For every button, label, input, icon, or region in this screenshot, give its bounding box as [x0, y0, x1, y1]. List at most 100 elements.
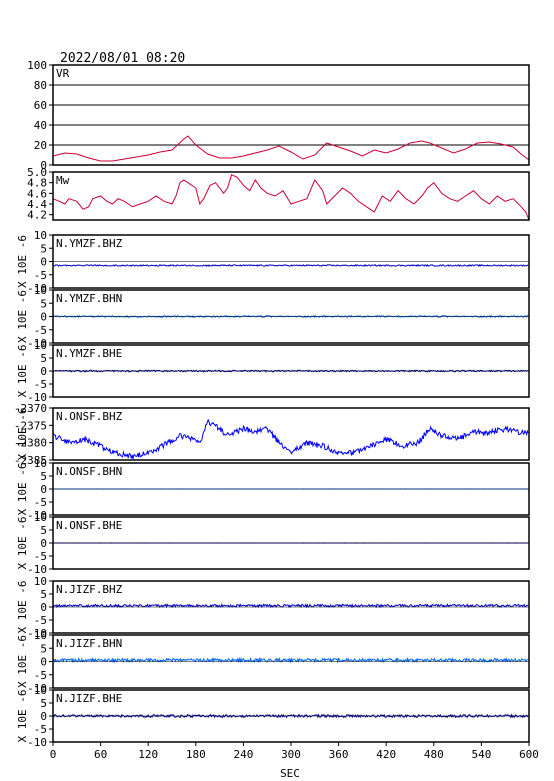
y-tick-label: 5 — [40, 642, 47, 655]
panel-label: N.YMZF.BHE — [56, 347, 122, 360]
y-tick-label: 5 — [40, 242, 47, 255]
panel-frame — [52, 462, 530, 516]
x-tick-label: 240 — [233, 748, 253, 761]
panel-frame — [52, 171, 530, 221]
units-label: X 10E -6 — [16, 290, 29, 343]
y-tick-label: 0 — [40, 710, 47, 723]
panel-label: N.ONSF.BHE — [56, 519, 122, 532]
y-tick-label: -2375 — [14, 419, 47, 432]
x-axis: 0 60 120 180 240 300 360 420 480 540 600 — [50, 742, 539, 761]
header-datetime: 2022/08/01 08:20 — [60, 51, 185, 66]
units-label: X 10E -6 — [16, 581, 29, 634]
y-tick-label: 0 — [40, 256, 47, 269]
y-tick-label: -2370 — [14, 402, 47, 415]
y-tick-label: 10 — [34, 339, 47, 352]
panel-frame — [52, 289, 530, 344]
units-label: X 10E -6 — [16, 345, 29, 398]
units-label: X 10E -6 — [16, 235, 29, 288]
y-tick-label: -2385 — [14, 454, 47, 467]
y-tick-label: 60 — [34, 99, 47, 112]
x-tick-label: 120 — [138, 748, 158, 761]
x-tick-label: 360 — [329, 748, 349, 761]
units-label: X 10E -6 — [16, 408, 29, 461]
trace-line — [52, 135, 530, 162]
panel-label: Mw — [56, 174, 70, 187]
y-tick-label: 5 — [40, 470, 47, 483]
y-tick-label: 0 — [40, 537, 47, 550]
y-tick-label: -10 — [27, 337, 47, 350]
y-tick-label: 4.8 — [27, 177, 47, 190]
y-tick-label: -5 — [34, 324, 47, 337]
panel-label: N.JIZF.BHN — [56, 637, 122, 650]
y-tick-label: 5 — [40, 352, 47, 365]
panel-frame — [52, 234, 530, 289]
panel-frame — [52, 344, 530, 398]
y-tick-label: -5 — [34, 723, 47, 736]
y-tick-label: 0 — [40, 601, 47, 614]
trace-line — [52, 418, 529, 460]
panel-frame — [52, 634, 530, 689]
y-tick-label: 10 — [34, 511, 47, 524]
x-tick-label: 480 — [424, 748, 444, 761]
x-tick-label: 0 — [50, 748, 57, 761]
x-tick-label: 180 — [186, 748, 206, 761]
y-tick-label: 100 — [27, 59, 47, 72]
y-tick-label: -5 — [34, 550, 47, 563]
panel-n-onsf-bhz: -2385 -2380 -2375 -2370 N.ONSF.BHZ X 10E -6 — [14, 402, 530, 467]
y-tick-label: -2380 — [14, 437, 47, 450]
y-tick-label: 5 — [40, 297, 47, 310]
y-tick-label: 10 — [34, 629, 47, 642]
panel-label: N.ONSF.BHZ — [56, 410, 123, 423]
y-tick-label: 4.6 — [27, 187, 47, 200]
x-tick-label: 600 — [519, 748, 539, 761]
panel-frame — [52, 64, 530, 166]
y-tick-label: 4.4 — [27, 198, 47, 211]
panel-frame — [52, 516, 530, 570]
y-tick-label: -10 — [27, 282, 47, 295]
y-tick-label: -10 — [27, 682, 47, 695]
panel-frame — [52, 580, 530, 634]
panel-label: N.YMZF.BHZ — [56, 237, 123, 250]
y-tick-label: -5 — [34, 378, 47, 391]
panel-frame — [52, 407, 530, 461]
y-tick-label: -10 — [27, 627, 47, 640]
x-tick-label: 540 — [471, 748, 491, 761]
trace-line — [52, 603, 529, 609]
panel-label: N.JIZF.BHE — [56, 692, 122, 705]
x-tick-label: 60 — [94, 748, 107, 761]
y-tick-label: -5 — [34, 496, 47, 509]
y-tick-label: 0 — [40, 483, 47, 496]
y-tick-label: -10 — [27, 563, 47, 576]
y-tick-label: -10 — [27, 509, 47, 522]
y-tick-label: 0 — [40, 656, 47, 669]
y-tick-label: 4.2 — [27, 209, 47, 222]
panel-label: N.JIZF.BHZ — [56, 583, 123, 596]
panel-vr: 0 20 40 60 80 100 VR — [27, 59, 530, 172]
y-tick-label: -5 — [34, 269, 47, 282]
y-tick-label: 20 — [34, 139, 47, 152]
panel-mw: 4.24.44.64.85.0 Mw — [27, 166, 530, 222]
y-tick-label: 10 — [34, 229, 47, 242]
trace-line — [52, 713, 529, 719]
x-axis-label: SEC — [280, 767, 300, 780]
y-tick-label: 10 — [34, 457, 47, 470]
y-tick-label: -10 — [27, 391, 47, 404]
y-tick-label: 10 — [34, 284, 47, 297]
units-label: X 10E -6 — [16, 690, 29, 743]
y-tick-label: 5 — [40, 697, 47, 710]
panel-label: N.YMZF.BHN — [56, 292, 122, 305]
panel-label: VR — [56, 67, 70, 80]
y-tick-label: 10 — [34, 684, 47, 697]
trace-line — [52, 174, 530, 221]
panel-label: N.ONSF.BHN — [56, 465, 122, 478]
x-tick-label: 420 — [376, 748, 396, 761]
